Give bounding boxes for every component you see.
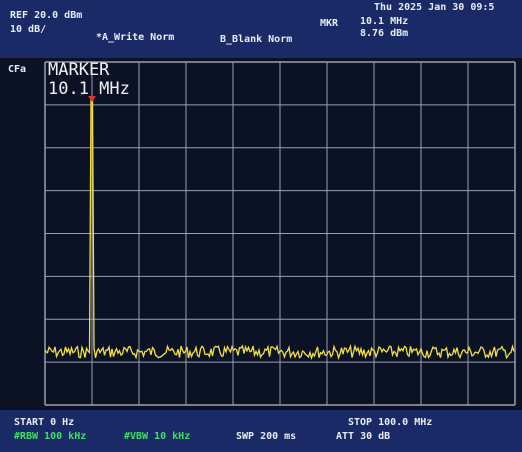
rbw: #RBW 100 kHz — [14, 431, 86, 442]
mkr-freq: 10.1 MHz — [360, 16, 408, 27]
cf-label: CFa — [8, 64, 26, 75]
vbw: #VBW 10 kHz — [124, 431, 190, 442]
marker-freq: 10.1 MHz — [48, 79, 130, 99]
sweep-time: SWP 200 ms — [236, 431, 296, 442]
trace-a: *A_Write Norm — [96, 31, 174, 43]
trace — [44, 99, 515, 361]
ref-level: REF 20.0 dBm — [10, 10, 82, 21]
mkr-label: MKR — [320, 18, 339, 29]
footer-bar — [0, 410, 522, 452]
trace-b: B_Blank Norm — [220, 34, 292, 45]
marker-icon — [88, 96, 96, 102]
stop-freq: STOP 100.0 MHz — [348, 417, 432, 428]
attenuation: ATT 30 dB — [336, 431, 390, 442]
scale: 10 dB/ — [10, 24, 46, 35]
datetime: Thu 2025 Jan 30 09:5 — [374, 2, 494, 13]
marker-title: MARKER — [48, 60, 110, 80]
mkr-level: 8.76 dBm — [360, 28, 408, 39]
header-bar — [0, 0, 522, 58]
start-freq: START 0 Hz — [14, 417, 74, 428]
